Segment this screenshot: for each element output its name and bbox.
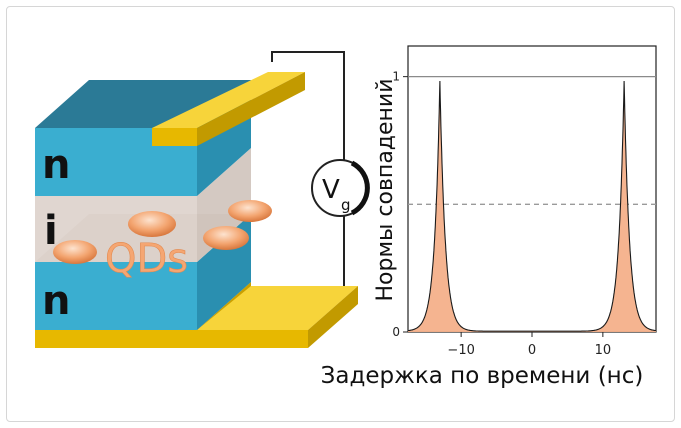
x-tick-label: 10 [595, 343, 612, 358]
coincidence-chart: −10 0 10 0 1 Задержка по времени (нс) Нормы… [321, 45, 657, 389]
gate-voltage-subscript: g [341, 196, 351, 214]
layer-label-bottom-n: n [42, 278, 70, 324]
x-tick-label: −10 [447, 343, 474, 358]
device-diagram: QDs n i n V g [35, 51, 370, 348]
layer-label-i: i [44, 208, 58, 254]
qd-label: QDs [105, 236, 188, 282]
top-electrode [152, 72, 305, 146]
peaks-line [408, 80, 656, 332]
gate-wiring [271, 51, 345, 286]
gate-voltage-source: V g [311, 159, 370, 217]
quantum-dots [53, 200, 272, 264]
y-tick-label: 0 [392, 325, 400, 339]
quantum-dot [128, 211, 176, 237]
gate-voltage-symbol: V [322, 175, 340, 205]
x-axis-label: Задержка по времени (нс) [321, 363, 644, 389]
y-tick-label: 1 [392, 70, 400, 84]
y-axis-label: Нормы совпадений [373, 78, 398, 301]
x-tick-label: 0 [528, 343, 536, 358]
layer-label-top-n: n [42, 142, 70, 188]
quantum-dot [53, 240, 97, 264]
peaks-fill [408, 81, 656, 332]
plot-area [407, 45, 657, 333]
quantum-dot [228, 200, 272, 222]
quantum-dot [203, 226, 249, 250]
